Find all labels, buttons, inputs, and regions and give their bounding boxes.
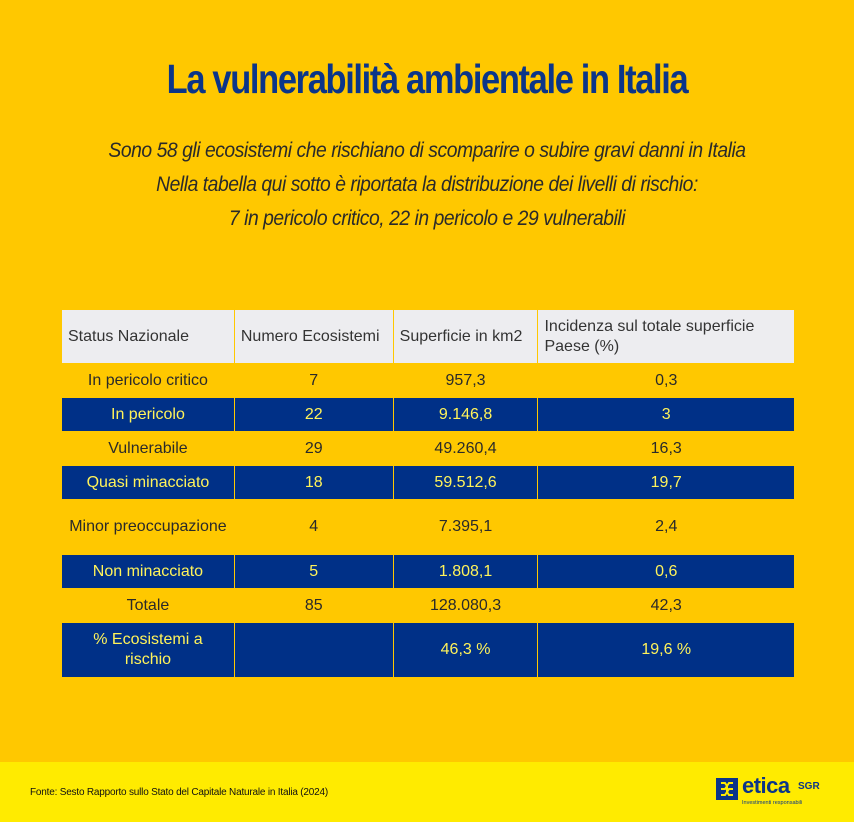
subtitle: Sono 58 gli ecosistemi che rischiano di …: [0, 134, 854, 236]
cell-count: 4: [233, 499, 394, 555]
cell-count: 7: [233, 363, 394, 398]
source-note: Fonte: Sesto Rapporto sullo Stato del Ca…: [30, 787, 329, 798]
logo-wordmark: etica: [742, 773, 790, 798]
cell-status: Quasi minacciato: [61, 465, 235, 500]
header-incidence: Incidenza sul totale superficie Paese (%…: [537, 309, 795, 364]
cell-incidence: 2,4: [537, 499, 795, 555]
cell-status: Totale: [61, 588, 235, 623]
logo-suffix: SGR: [798, 781, 820, 792]
subtitle-line-1: Sono 58 gli ecosistemi che rischiano di …: [108, 139, 746, 162]
cell-area: 49.260,4: [392, 431, 539, 466]
cell-incidence: 16,3: [537, 431, 795, 466]
table-row: Non minacciato 5 1.808,1 0,6: [61, 554, 795, 589]
table-row: In pericolo 22 9.146,8 3: [61, 397, 795, 432]
cell-area: 46,3 %: [392, 622, 539, 678]
cell-incidence: 3: [537, 397, 795, 432]
risk-table: Status Nazionale Numero Ecosistemi Super…: [61, 309, 795, 678]
cell-count: 22: [233, 397, 394, 432]
cell-area: 1.808,1: [392, 554, 539, 589]
subtitle-line-3: 7 in pericolo critico, 22 in pericolo e …: [228, 207, 626, 230]
etica-logo: etica SGR Investimenti responsabili: [716, 773, 836, 808]
table-row-total: Totale 85 128.080,3 42,3: [61, 588, 795, 623]
header-count: Numero Ecosistemi: [233, 309, 394, 364]
cell-count: 18: [233, 465, 394, 500]
logo-tagline: Investimenti responsabili: [742, 800, 803, 806]
table-header-row: Status Nazionale Numero Ecosistemi Super…: [61, 309, 795, 364]
cell-count: 85: [233, 588, 394, 623]
header-status: Status Nazionale: [61, 309, 235, 364]
cell-status: Vulnerabile: [61, 431, 235, 466]
cell-area: 7.395,1: [392, 499, 539, 555]
table-row: In pericolo critico 7 957,3 0,3: [61, 363, 795, 398]
subtitle-line-2: Nella tabella qui sotto è riportata la d…: [156, 173, 698, 196]
cell-status: In pericolo: [61, 397, 235, 432]
table-row-risk-percent: % Ecosistemi a rischio 46,3 % 19,6 %: [61, 622, 795, 678]
cell-area: 9.146,8: [392, 397, 539, 432]
cell-status: In pericolo critico: [61, 363, 235, 398]
table-row: Quasi minacciato 18 59.512,6 19,7: [61, 465, 795, 500]
header-area: Superficie in km2: [392, 309, 539, 364]
table-row: Minor preoccupazione 4 7.395,1 2,4: [61, 499, 795, 555]
cell-incidence: 19,6 %: [537, 622, 795, 678]
cell-status: Non minacciato: [61, 554, 235, 589]
cell-count: 29: [233, 431, 394, 466]
cell-area: 59.512,6: [392, 465, 539, 500]
cell-incidence: 19,7: [537, 465, 795, 500]
cell-count: 5: [233, 554, 394, 589]
cell-status: % Ecosistemi a rischio: [61, 622, 235, 678]
footer-band: Fonte: Sesto Rapporto sullo Stato del Ca…: [0, 762, 854, 822]
cell-area: 957,3: [392, 363, 539, 398]
cell-count: [233, 622, 394, 678]
page-title: La vulnerabilità ambientale in Italia: [166, 56, 689, 102]
cell-area: 128.080,3: [392, 588, 539, 623]
table-row: Vulnerabile 29 49.260,4 16,3: [61, 431, 795, 466]
etica-mark-icon: [716, 778, 738, 800]
cell-incidence: 0,6: [537, 554, 795, 589]
cell-incidence: 42,3: [537, 588, 795, 623]
cell-incidence: 0,3: [537, 363, 795, 398]
cell-status: Minor preoccupazione: [61, 499, 235, 555]
